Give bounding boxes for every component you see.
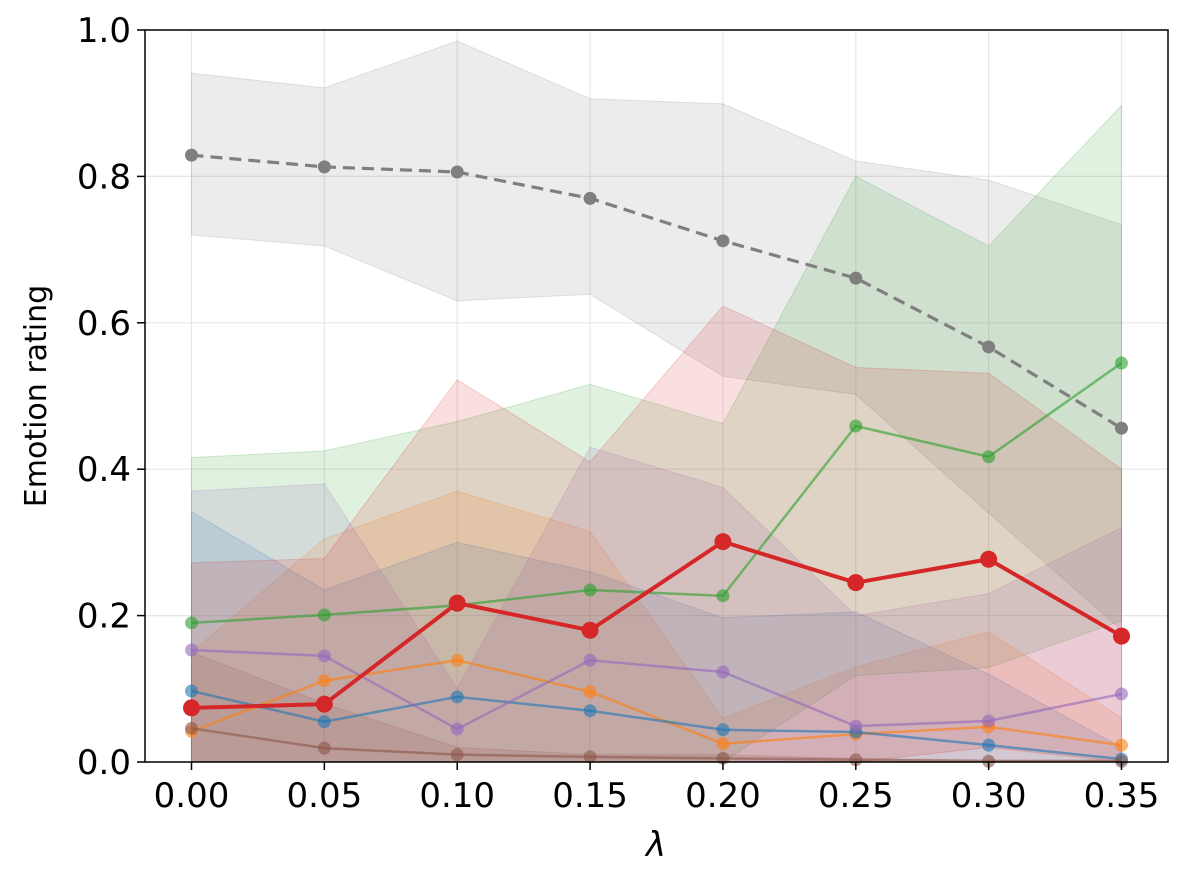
point-green — [849, 419, 863, 433]
point-green — [185, 616, 198, 630]
point-brown — [450, 748, 464, 762]
point-orange — [317, 674, 331, 688]
point-gray — [583, 191, 597, 205]
point-gray — [450, 165, 464, 179]
line-brown — [191, 727, 1122, 763]
point-purple — [1115, 687, 1128, 701]
point-brown — [849, 753, 863, 767]
point-orange — [583, 685, 597, 699]
point-purple — [982, 714, 996, 728]
point-purple — [317, 649, 331, 663]
x-tick-label: 0.05 — [287, 776, 363, 816]
point-blue — [982, 738, 996, 752]
line-blue — [191, 689, 1122, 761]
y-axis-ticks: 0.0 0.2 0.4 0.6 0.8 1.0 — [77, 11, 145, 783]
point-gray — [317, 160, 331, 174]
x-axis-ticks: 0.00 0.05 0.10 0.15 0.20 0.25 0.30 0.35 — [154, 762, 1160, 816]
point-brown — [583, 750, 597, 764]
point-blue — [716, 723, 730, 737]
y-tick-label: 0.8 — [77, 157, 131, 197]
line-green — [191, 362, 1123, 625]
point-brown — [317, 741, 331, 755]
point-brown — [185, 721, 198, 735]
point-orange — [716, 737, 730, 751]
point-red — [448, 594, 466, 612]
point-green — [716, 589, 730, 603]
x-tick-label: 0.10 — [419, 776, 495, 816]
x-tick-label: 0.35 — [1084, 776, 1160, 816]
point-blue — [185, 684, 198, 698]
point-red — [581, 621, 599, 639]
point-purple — [716, 665, 730, 679]
point-red — [1113, 627, 1130, 645]
plot-frame — [144, 29, 1169, 763]
point-purple — [849, 719, 863, 733]
point-purple — [583, 653, 597, 667]
x-tick-label: 0.15 — [552, 776, 628, 816]
y-tick-label: 0.0 — [77, 743, 131, 783]
x-tick-label: 0.25 — [818, 776, 894, 816]
x-tick-label: 0.30 — [951, 776, 1027, 816]
point-orange — [1115, 738, 1128, 752]
line-gray — [191, 153, 1123, 430]
line-purple — [191, 648, 1122, 731]
point-orange — [450, 653, 464, 667]
y-tick-label: 0.6 — [77, 304, 131, 344]
y-axis-label: Emotion rating — [19, 285, 54, 507]
series-lines — [183, 148, 1130, 768]
line-red — [191, 539, 1123, 710]
y-tick-label: 0.4 — [77, 450, 131, 490]
point-blue — [583, 704, 597, 718]
point-gray — [716, 234, 730, 248]
point-red — [980, 550, 998, 568]
point-green — [1115, 356, 1128, 370]
confidence-bands — [191, 40, 1122, 763]
y-tick-label: 0.2 — [77, 597, 131, 637]
x-tick-label: 0.20 — [685, 776, 761, 816]
point-green — [583, 583, 597, 597]
point-gray — [982, 340, 996, 354]
x-tick-label: 0.00 — [154, 776, 230, 816]
y-tick-label: 1.0 — [77, 11, 131, 51]
point-blue — [450, 690, 464, 704]
point-red — [183, 699, 200, 717]
point-green — [982, 450, 996, 464]
point-purple — [450, 722, 464, 736]
point-red — [714, 533, 732, 551]
point-red — [847, 574, 865, 592]
line-orange — [191, 658, 1122, 747]
point-gray — [1115, 421, 1128, 435]
point-red — [315, 695, 333, 713]
point-gray — [849, 271, 863, 285]
point-blue — [317, 715, 331, 729]
point-green — [317, 608, 331, 622]
x-axis-label: λ — [644, 825, 666, 865]
point-purple — [185, 643, 198, 657]
point-gray — [185, 148, 198, 162]
